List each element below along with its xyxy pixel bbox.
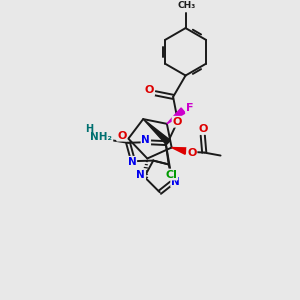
Text: N: N	[171, 177, 180, 187]
Text: N: N	[136, 170, 145, 180]
Text: CH₃: CH₃	[177, 1, 195, 10]
Text: F: F	[186, 103, 194, 113]
Text: Cl: Cl	[165, 169, 177, 179]
Polygon shape	[172, 148, 187, 154]
Text: O: O	[172, 117, 182, 127]
Polygon shape	[167, 108, 185, 124]
Text: H: H	[85, 124, 94, 134]
Text: O: O	[198, 124, 208, 134]
Text: NH₂: NH₂	[90, 133, 112, 142]
Text: O: O	[145, 85, 154, 95]
Text: O: O	[187, 148, 196, 158]
Text: N: N	[128, 157, 136, 167]
Polygon shape	[143, 119, 170, 145]
Text: N: N	[142, 135, 150, 146]
Text: O: O	[117, 131, 127, 141]
